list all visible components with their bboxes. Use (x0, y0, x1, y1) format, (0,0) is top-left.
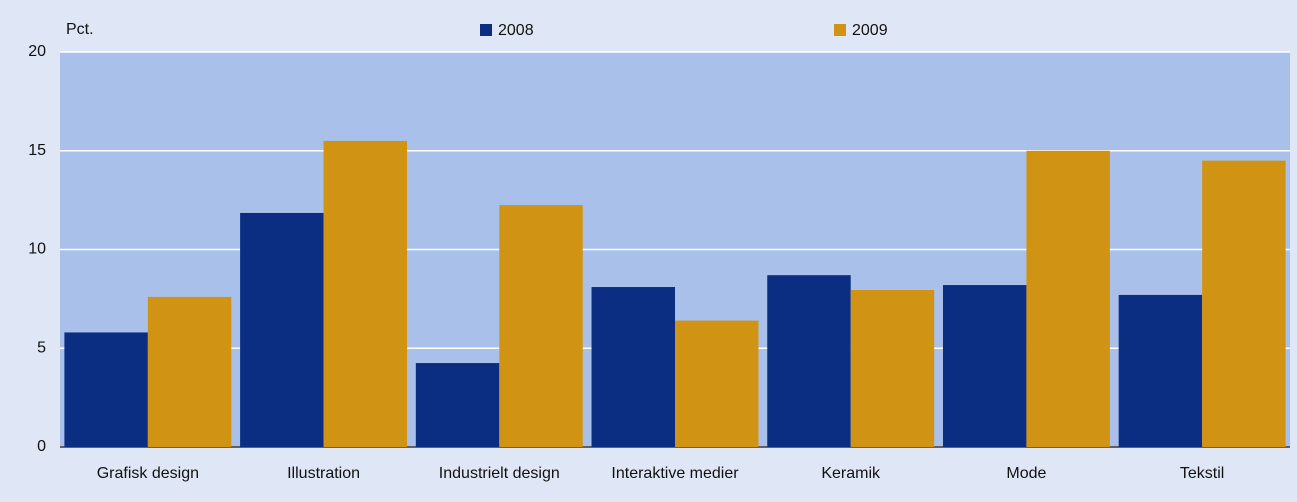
x-tick-label: Tekstil (1180, 465, 1224, 482)
x-tick-label: Illustration (287, 465, 360, 482)
y-axis-label: Pct. (66, 21, 94, 38)
bar (850, 289, 935, 447)
bar (1026, 150, 1110, 447)
bar (323, 140, 408, 447)
bar (942, 285, 1027, 447)
x-tick-label: Keramik (821, 465, 881, 482)
y-tick-label: 10 (28, 241, 46, 258)
bar (1118, 294, 1203, 447)
y-tick-label: 15 (28, 142, 46, 159)
bar (499, 205, 583, 447)
bar (147, 296, 232, 447)
legend-swatch (834, 24, 846, 36)
bar (591, 287, 675, 447)
bar (240, 212, 324, 447)
bar (415, 363, 500, 447)
y-tick-label: 20 (28, 43, 46, 60)
x-tick-label: Mode (1006, 465, 1046, 482)
bar (675, 320, 759, 447)
legend-label: 2009 (852, 22, 888, 39)
x-tick-label: Industrielt design (439, 465, 560, 482)
x-tick-label: Grafisk design (97, 465, 199, 482)
y-tick-label: 5 (37, 339, 46, 356)
bar (1202, 160, 1286, 447)
legend-label: 2008 (498, 22, 534, 39)
x-tick-label: Interaktive medier (611, 465, 739, 482)
y-tick-label: 0 (37, 438, 46, 455)
bar (64, 332, 148, 447)
bar (767, 275, 851, 447)
legend-swatch (480, 24, 492, 36)
